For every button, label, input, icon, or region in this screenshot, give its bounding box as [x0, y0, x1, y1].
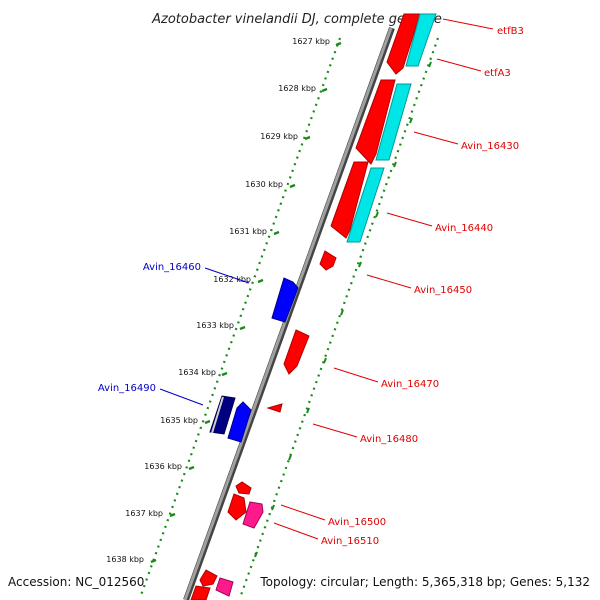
gene-bottom-red-2[interactable] [190, 585, 211, 600]
tick-mark [204, 419, 211, 425]
gene-etfB3-cyan[interactable] [405, 13, 437, 67]
gene-label[interactable]: Avin_16490 [98, 383, 156, 394]
tick-mark [335, 41, 342, 47]
tick-label: 1636 kbp [144, 462, 182, 471]
gene-bottom-red-1[interactable] [199, 569, 218, 587]
tick-mark [289, 183, 296, 189]
gene-label-leader [204, 267, 250, 284]
tick-mark [257, 278, 264, 284]
gene-label-leader [442, 18, 494, 30]
tick-label: 1637 kbp [125, 509, 163, 518]
tick-mark [321, 87, 328, 93]
gene-etfB3[interactable] [386, 13, 421, 75]
tick-label: 1633 kbp [196, 321, 234, 330]
gene-Avin_16510[interactable] [242, 501, 264, 529]
tick-mark [188, 465, 195, 471]
tick-mark [169, 512, 176, 518]
gene-labels: etfB3 etfA3 Avin_16430 Avin_16440 Avin_16450… [98, 18, 524, 547]
gene-label-leader [436, 58, 482, 72]
gene-label[interactable]: Avin_16470 [381, 379, 439, 390]
tick-ring-inner [238, 37, 440, 599]
map-title: Azotobacter vinelandii DJ, complete geno… [151, 12, 442, 27]
gene-bottom-pink[interactable] [215, 577, 234, 597]
tick-ring-outer [138, 37, 342, 599]
tick-mark [150, 558, 157, 564]
gene-label-leader [366, 274, 412, 289]
tick-label: 1634 kbp [178, 368, 216, 377]
gene-etfA3-cyan[interactable] [375, 83, 412, 161]
tick-label: 1627 kbp [292, 37, 330, 46]
tick-marks: 1627 kbp 1628 kbp 1629 kbp 1630 kbp 1631 kbp… [106, 37, 342, 564]
reverse-strand-genes [190, 277, 299, 600]
gene-Avin_16490-stripe [211, 396, 224, 434]
gene-label[interactable]: Avin_16510 [321, 536, 379, 547]
gene-Avin_16470[interactable] [283, 329, 310, 375]
genome-summary-text: Topology: circular; Length: 5,365,318 bp… [259, 575, 590, 589]
gene-Avin_16490[interactable] [227, 401, 252, 443]
gene-label-leader [386, 212, 433, 227]
gene-label[interactable]: Avin_16450 [414, 285, 472, 296]
tick-mark [304, 135, 311, 141]
gene-label[interactable]: Avin_16440 [435, 223, 493, 234]
gene-Avin_16500-small[interactable] [235, 481, 252, 495]
gene-Avin_16440-cyan[interactable] [346, 167, 385, 243]
gene-Avin_16450[interactable] [319, 250, 337, 271]
tick-label: 1632 kbp [213, 275, 251, 284]
tick-mark [239, 325, 246, 331]
gene-Avin_16440[interactable] [330, 161, 369, 239]
tick-label: 1638 kbp [106, 555, 144, 564]
gene-Avin_16490-navy[interactable] [209, 395, 236, 435]
gene-label[interactable]: Avin_16430 [461, 141, 519, 152]
gene-label[interactable]: Avin_16480 [360, 434, 418, 445]
gene-Avin_16430[interactable] [355, 79, 396, 165]
tick-mark [221, 371, 228, 377]
tick-label: 1629 kbp [260, 132, 298, 141]
inner-ring-ticks [254, 61, 432, 558]
gene-Avin_16480[interactable] [266, 403, 283, 413]
gene-label-leader [413, 131, 459, 145]
accession-text: Accession: NC_012560 [8, 575, 144, 589]
gene-label-leader [312, 423, 358, 438]
gene-label[interactable]: Avin_16460 [143, 262, 201, 273]
tick-mark [273, 230, 280, 236]
gene-label[interactable]: etfB3 [497, 26, 524, 37]
gene-label-leader [280, 504, 326, 521]
tick-label: 1635 kbp [160, 416, 198, 425]
gene-label-leader [333, 367, 379, 383]
gene-label-leader [273, 522, 319, 540]
tick-label: 1631 kbp [229, 227, 267, 236]
gene-Avin_16500[interactable] [227, 493, 247, 521]
tick-label: 1630 kbp [245, 180, 283, 189]
gene-Avin_16460[interactable] [271, 277, 299, 323]
tick-label: 1628 kbp [278, 84, 316, 93]
gene-label[interactable]: etfA3 [484, 68, 511, 79]
gene-label[interactable]: Avin_16500 [328, 517, 386, 528]
gene-label-leader [159, 388, 204, 406]
forward-strand-genes [266, 13, 437, 413]
